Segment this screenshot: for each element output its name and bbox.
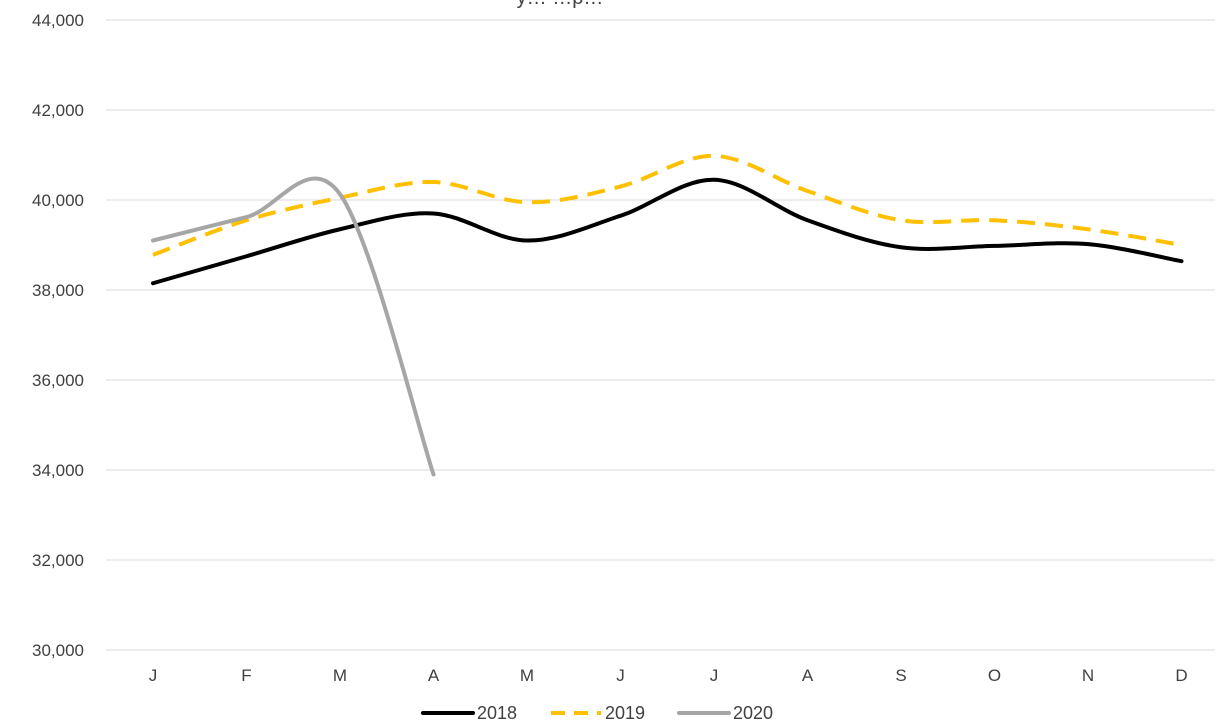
x-tick-label: A (428, 666, 440, 685)
legend-item-2018: 2018 (421, 703, 517, 721)
x-tick-label: F (241, 666, 251, 685)
legend-label: 2020 (733, 703, 773, 721)
x-tick-label: M (520, 666, 534, 685)
x-tick-label: J (616, 666, 625, 685)
y-tick-label: 44,000 (32, 11, 84, 30)
y-tick-label: 40,000 (32, 191, 84, 210)
legend-item-2019: 2019 (551, 703, 645, 721)
y-tick-label: 42,000 (32, 101, 84, 120)
x-tick-label: M (333, 666, 347, 685)
x-tick-label: A (802, 666, 814, 685)
x-tick-label: N (1082, 666, 1094, 685)
y-tick-label: 30,000 (32, 641, 84, 660)
series-line-2020 (151, 176, 436, 477)
x-tick-label: S (895, 666, 906, 685)
chart-title: y… …p… (517, 0, 604, 9)
legend-item-2020: 2020 (677, 703, 773, 721)
gridlines (106, 19, 1215, 651)
x-tick-label: J (710, 666, 719, 685)
x-tick-label: D (1175, 666, 1187, 685)
series-line-2018 (151, 177, 1184, 286)
series-layer (151, 153, 1184, 477)
y-tick-label: 36,000 (32, 371, 84, 390)
y-axis: 30,000 32,000 34,000 36,000 38,000 40,000 42,0… (32, 11, 84, 660)
series-line-2019 (152, 153, 1182, 257)
x-tick-label: O (988, 666, 1001, 685)
y-tick-label: 38,000 (32, 281, 84, 300)
y-tick-label: 32,000 (32, 551, 84, 570)
y-tick-label: 34,000 (32, 461, 84, 480)
legend-label: 2018 (477, 703, 517, 721)
legend-label: 2019 (605, 703, 645, 721)
x-tick-label: J (149, 666, 158, 685)
legend: 2018 2019 2020 (421, 703, 773, 721)
